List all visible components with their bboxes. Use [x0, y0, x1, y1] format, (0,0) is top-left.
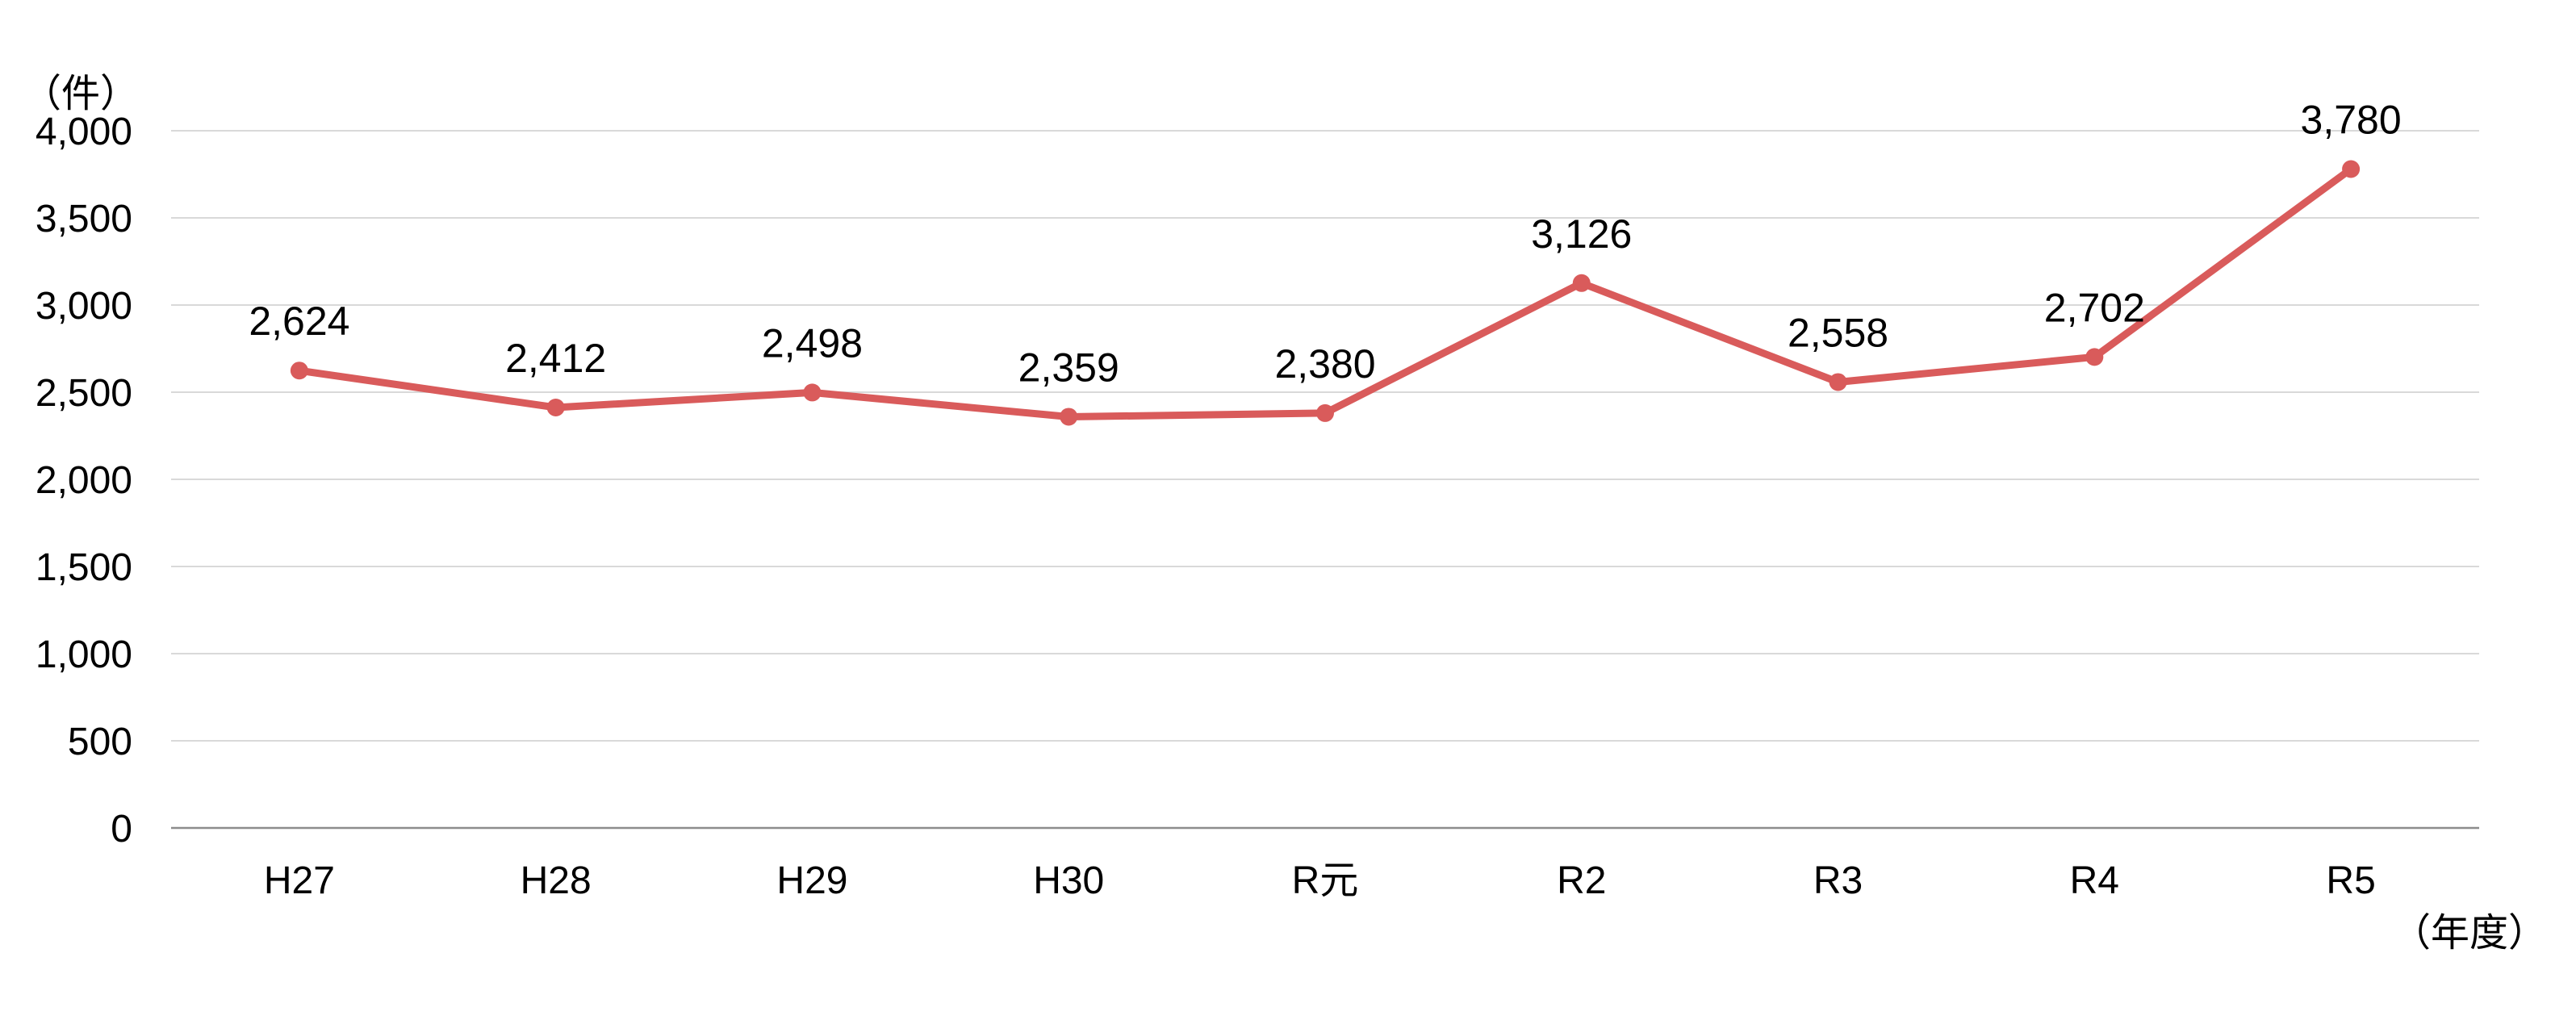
gridlines	[171, 130, 2479, 830]
data-point	[803, 383, 822, 402]
y-axis-unit-label: （件）	[23, 73, 139, 115]
data-point	[2342, 160, 2361, 178]
series-layer	[290, 160, 2361, 426]
y-tick-label: 4,000	[36, 111, 132, 153]
y-tick-label: 1,500	[36, 546, 132, 589]
x-axis-unit-label: （年度）	[2392, 912, 2547, 955]
y-axis-tick-labels: 0 500 1,000 1,500 2,000 2,500 3,000 3,500 4,000	[36, 111, 132, 851]
y-tick-label: 2,000	[36, 459, 132, 502]
y-tick-label: 3,500	[36, 198, 132, 240]
data-point	[546, 399, 565, 417]
data-point	[1316, 403, 1334, 422]
x-axis-tick-labels: H27 H28 H29 H30 R元 R2 R3 R4 R5	[264, 859, 2376, 902]
data-labels: 2,624 2,412 2,498 2,359 2,380 3,126 2,558 2,702…	[249, 98, 2401, 391]
data-label: 3,780	[2301, 98, 2402, 143]
x-tick-label: R5	[2326, 859, 2375, 902]
data-point	[1829, 373, 1847, 391]
x-tick-label: H28	[521, 859, 592, 902]
y-tick-label: 1,000	[36, 633, 132, 676]
x-tick-label: H27	[264, 859, 335, 902]
y-tick-label: 2,500	[36, 372, 132, 415]
x-tick-label: R元	[1292, 859, 1359, 902]
data-label: 2,498	[762, 320, 863, 366]
data-label: 2,380	[1274, 341, 1375, 387]
data-point	[290, 362, 308, 380]
y-tick-label: 500	[68, 721, 132, 763]
data-label: 2,702	[2044, 285, 2145, 330]
data-point	[1572, 274, 1591, 292]
y-tick-label: 3,000	[36, 285, 132, 328]
data-label: 2,359	[1018, 345, 1119, 390]
data-label: 2,558	[1788, 310, 1888, 355]
x-tick-label: R4	[2070, 859, 2119, 902]
data-point	[1060, 408, 1078, 426]
data-label: 2,412	[505, 336, 606, 381]
x-tick-label: R2	[1557, 859, 1606, 902]
x-tick-label: R3	[1813, 859, 1863, 902]
x-tick-label: H29	[776, 859, 847, 902]
x-tick-label: H30	[1033, 859, 1104, 902]
data-point	[2085, 348, 2104, 366]
y-tick-label: 0	[111, 808, 132, 851]
data-label: 3,126	[1531, 211, 1632, 257]
data-label: 2,624	[249, 299, 349, 344]
